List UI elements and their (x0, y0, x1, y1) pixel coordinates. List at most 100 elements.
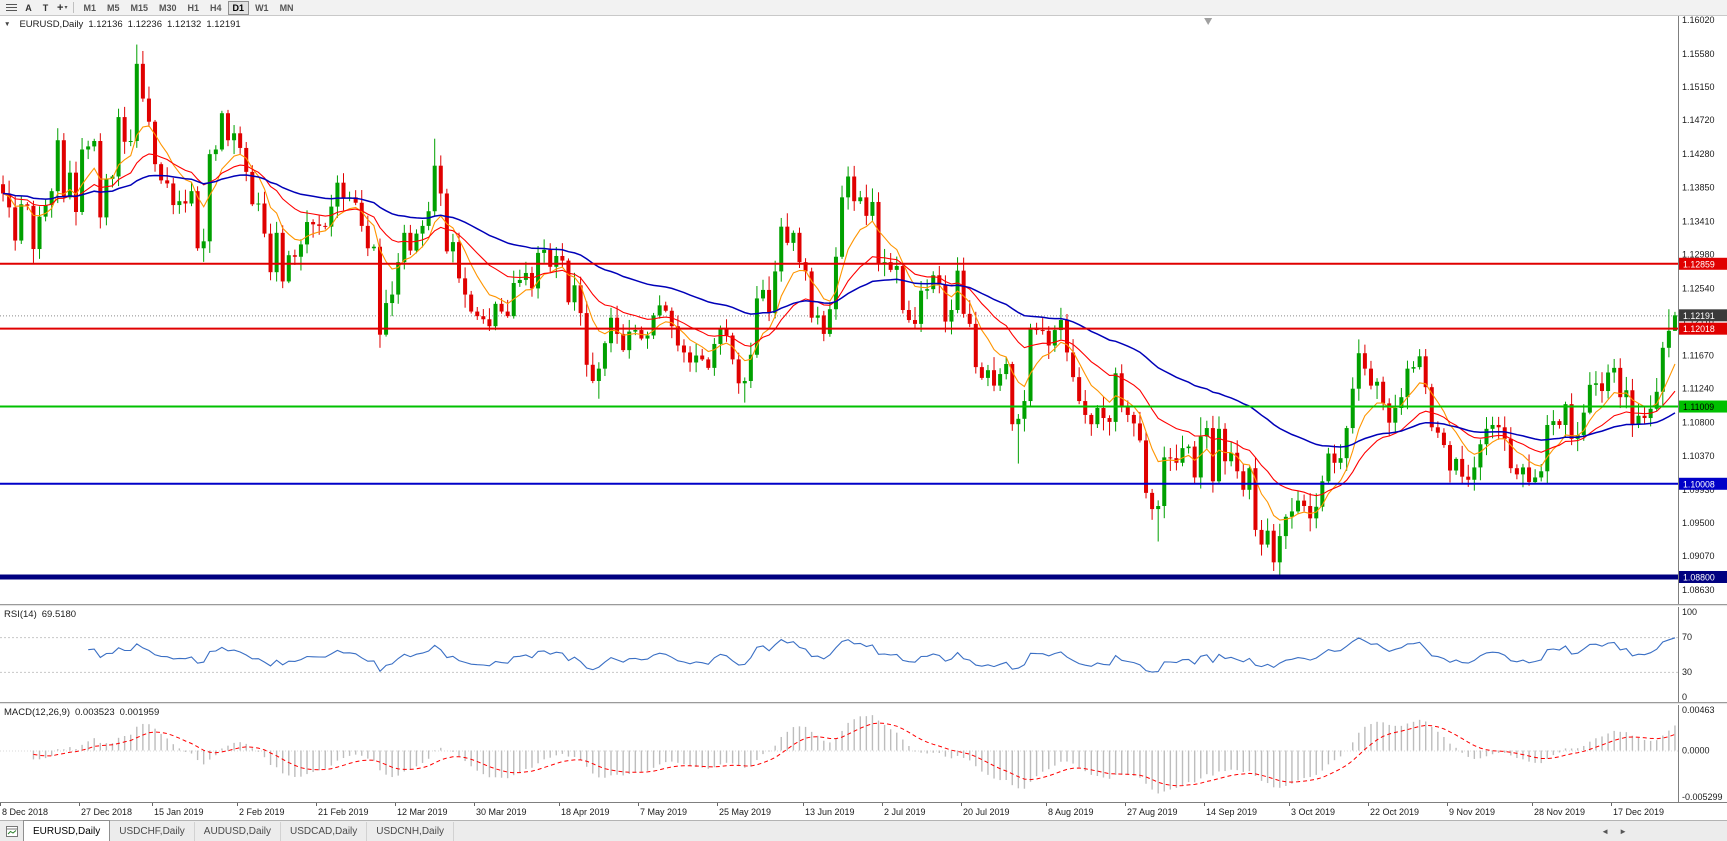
chart-element (280, 232, 285, 282)
chart-element (943, 284, 948, 322)
chart-element (134, 63, 139, 142)
timeframe-mn[interactable]: MN (279, 2, 294, 13)
date-tick (1532, 803, 1533, 806)
date-tick (79, 803, 80, 806)
tool-t-button[interactable]: T (42, 2, 49, 13)
chart-element (1533, 477, 1538, 483)
chart-element (1551, 421, 1556, 425)
chart-element (1058, 320, 1063, 331)
macd-indicator-panel[interactable]: 0.00463 0.0000 -0.005299 MACD(12,26,9) 0.0… (0, 705, 1727, 802)
chart-element (1204, 428, 1209, 437)
axis-label: 1.13850 (1682, 182, 1715, 192)
rsi-value: 69.5180 (41, 609, 77, 620)
price-chart-panel[interactable]: 1.16020 1.15580 1.15150 1.14720 1.14280 1.138… (0, 16, 1727, 604)
chart-element (1599, 383, 1605, 392)
chart-element (779, 226, 784, 272)
menu-icon[interactable] (3, 2, 19, 14)
rsi-chart[interactable]: 100 70 30 0 (0, 607, 1727, 702)
chart-element (414, 233, 419, 251)
date-axis[interactable]: 8 Dec 2018 27 Dec 2018 15 Jan 2019 2 Feb 20… (0, 802, 1727, 820)
chevron-down-icon: ▾ (64, 5, 68, 11)
rsi-indicator-panel[interactable]: 100 70 30 0 RSI(14) 69.5180 (0, 607, 1727, 702)
chart-element (13, 207, 18, 241)
axis-label: 0.0000 (1682, 746, 1710, 756)
chart-windows-icon[interactable] (3, 822, 21, 840)
chart-element (1028, 327, 1033, 402)
chart-element (438, 165, 443, 194)
chart-element (1101, 408, 1106, 419)
tab-scroll-left-button[interactable]: ◄ (1601, 827, 1610, 836)
tab-usdchf-daily[interactable]: USDCHF,Daily (110, 822, 195, 841)
chart-element (1405, 368, 1410, 398)
timeframe-h4[interactable]: H4 (210, 2, 222, 13)
axis-label: 1.09070 (1682, 551, 1715, 561)
chart-tab-bar: EURUSD,Daily USDCHF,Daily AUDUSD,Daily USDC… (0, 820, 1727, 841)
chart-element (1618, 367, 1623, 398)
chart-element (1150, 492, 1155, 510)
chart-element (602, 343, 607, 369)
timeframe-m30[interactable]: M30 (159, 2, 177, 13)
chart-element (1144, 440, 1149, 493)
tab-audusd-daily[interactable]: AUDUSD,Daily (195, 822, 282, 841)
collapse-arrow-icon[interactable]: ▼ (4, 21, 11, 28)
chart-element (736, 359, 741, 384)
chart-element (1679, 400, 1727, 413)
date-label: 25 May 2019 (719, 807, 772, 817)
chart-element (1411, 367, 1416, 369)
panel-splitter[interactable] (0, 604, 1727, 607)
tab-usdcnh-daily[interactable]: USDCNH,Daily (367, 822, 455, 841)
timeframe-buttons: M1 M5 M15 M30 H1 H4 D1 W1 MN (78, 0, 299, 15)
chart-element (165, 180, 170, 184)
chart-element (1581, 412, 1586, 436)
chart-element (542, 249, 547, 253)
axis-label: 1.11670 (1682, 351, 1714, 361)
chart-element (548, 249, 553, 267)
timeframe-w1[interactable]: W1 (255, 2, 269, 13)
chart-element (329, 206, 334, 227)
axis-label: 0 (1682, 692, 1687, 702)
price-chart[interactable]: 1.16020 1.15580 1.15150 1.14720 1.14280 1.138… (0, 16, 1727, 604)
chart-element (1417, 356, 1422, 368)
timeframe-m15[interactable]: M15 (130, 2, 148, 13)
axis-label: 1.10370 (1682, 451, 1715, 461)
chart-element (1119, 373, 1124, 407)
chart-element (675, 326, 680, 346)
timeframe-m5[interactable]: M5 (106, 2, 120, 13)
tab-usdcad-daily[interactable]: USDCAD,Daily (281, 822, 368, 841)
date-tick (1368, 803, 1369, 806)
timeframe-m1[interactable]: M1 (83, 2, 96, 13)
date-tick (316, 803, 317, 806)
axis-label: 1.15580 (1682, 49, 1715, 59)
chart-element (19, 204, 24, 241)
rsi-label: RSI(14) 69.5180 (4, 609, 76, 620)
chart-element (457, 242, 462, 279)
chart-element (201, 241, 206, 249)
chart-element (128, 141, 133, 143)
chart-element (1466, 476, 1471, 480)
cursor-tool-button[interactable]: + ▾ (57, 1, 67, 14)
ohlc-open: 1.12136 (88, 19, 123, 30)
chart-element (694, 355, 699, 363)
axis-label: 1.12859 (1683, 259, 1715, 269)
tool-a-button[interactable]: A (25, 2, 32, 13)
tab-eurusd-daily[interactable]: EURUSD,Daily (23, 820, 111, 841)
chart-element (1593, 383, 1598, 385)
tab-scroll-right-button[interactable]: ► (1619, 827, 1627, 836)
chart-element (213, 149, 218, 155)
chart-element (238, 133, 243, 148)
chart-element (159, 164, 164, 181)
axis-label: 1.12980 (1682, 249, 1715, 259)
chart-element (1289, 511, 1294, 517)
timeframe-d1[interactable]: D1 (227, 0, 250, 15)
chart-element (153, 121, 158, 165)
chart-element (961, 270, 966, 314)
timeframe-h1[interactable]: H1 (187, 2, 200, 13)
chart-element (821, 315, 826, 334)
chart-element (1156, 506, 1161, 510)
chart-element (651, 315, 656, 336)
macd-chart[interactable]: 0.00463 0.0000 -0.005299 (0, 705, 1727, 802)
panel-splitter[interactable] (0, 702, 1727, 705)
chart-element (268, 233, 273, 273)
chart-element (1198, 436, 1203, 478)
date-tick (395, 803, 396, 806)
